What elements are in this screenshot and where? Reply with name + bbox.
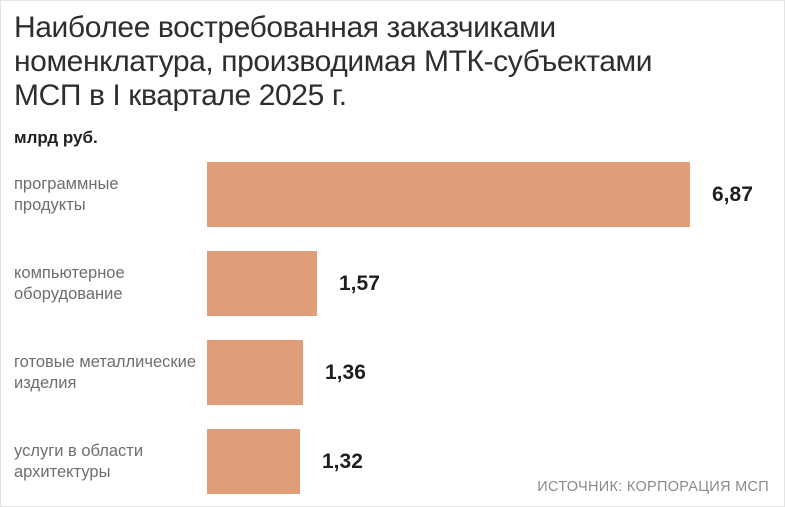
bar	[207, 429, 300, 494]
unit-label: млрд руб.	[14, 128, 98, 147]
bar-row: программные продукты 6,87	[1, 162, 784, 227]
bar	[207, 162, 690, 227]
chart-title: Наиболее востребованная заказчиками номе…	[14, 11, 653, 112]
bar-row: услуги в области архитектуры 1,32	[1, 429, 784, 494]
bar	[207, 340, 303, 405]
bar-chart: программные продукты 6,87 компьютерное обо…	[1, 162, 784, 506]
bar-value-label: 6,87	[712, 182, 753, 206]
bar-category-label: компьютерное оборудование	[14, 263, 125, 303]
bar-row: готовые металлические изделия 1,36	[1, 340, 784, 405]
bar-category-label: готовые металлические изделия	[14, 352, 197, 392]
bar-value-label: 1,57	[339, 271, 380, 295]
bar-category-label: программные продукты	[14, 174, 119, 214]
bar-value-label: 1,32	[322, 449, 363, 473]
bar-value-label: 1,36	[325, 360, 366, 384]
bar-category-label: услуги в области архитектуры	[14, 441, 144, 481]
bar-row: компьютерное оборудование 1,57	[1, 251, 784, 316]
bar	[207, 251, 317, 316]
source-credit: ИСТОЧНИК: КОРПОРАЦИЯ МСП	[537, 479, 769, 495]
